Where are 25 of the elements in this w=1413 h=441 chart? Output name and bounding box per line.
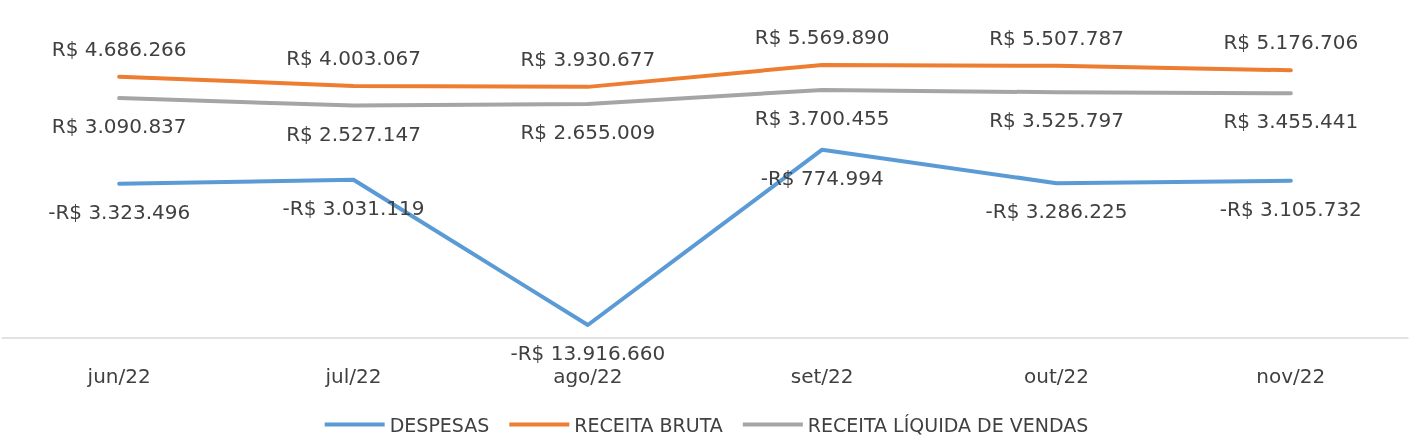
- data-label: R$ 4.003.067: [286, 45, 421, 70]
- data-label: R$ 5.507.787: [989, 25, 1124, 50]
- data-label: -R$ 3.105.732: [1219, 196, 1362, 221]
- x-tick-label: jun/22: [86, 364, 151, 388]
- data-label: R$ 3.930.677: [520, 46, 656, 71]
- data-label: R$ 2.655.009: [520, 119, 656, 144]
- data-label: R$ 3.525.797: [989, 108, 1124, 133]
- data-label: R$ 3.090.837: [51, 114, 187, 139]
- data-label: -R$ 3.323.496: [48, 199, 191, 224]
- data-label: R$ 3.700.455: [754, 105, 890, 130]
- data-label: R$ 5.569.890: [754, 25, 890, 49]
- x-tick-label: ago/22: [553, 364, 623, 388]
- data-label: R$ 4.686.266: [51, 36, 187, 61]
- x-tick-label: set/22: [790, 364, 854, 388]
- data-label: R$ 3.455.441: [1223, 109, 1359, 134]
- x-tick-label: jul/22: [324, 364, 382, 388]
- data-label: R$ 2.527.147: [286, 121, 421, 146]
- data-label: R$ 5.176.706: [1223, 30, 1359, 55]
- data-label: -R$ 13.916.660: [510, 341, 666, 365]
- x-tick-label: nov/22: [1256, 364, 1326, 388]
- x-tick-label: out/22: [1024, 364, 1089, 388]
- legend-label: RECEITA BRUTA: [574, 413, 723, 436]
- legend-label: RECEITA LÍQUIDA DE VENDAS: [807, 413, 1089, 436]
- data-label: -R$ 3.286.225: [985, 199, 1128, 224]
- legend-label: DESPESAS: [389, 413, 490, 436]
